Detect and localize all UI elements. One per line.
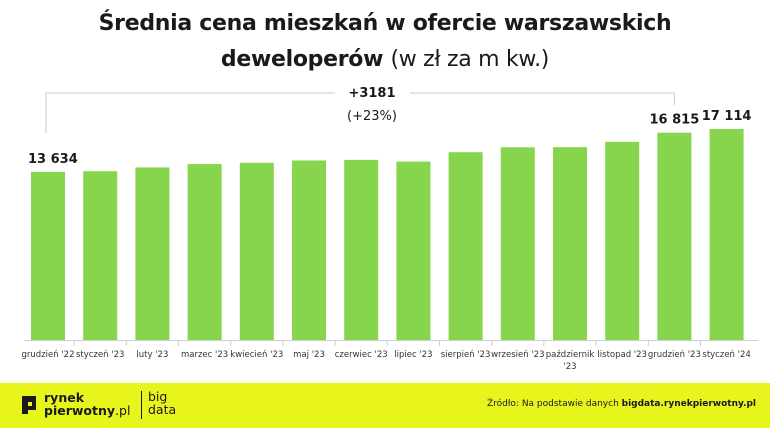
title-line-2: deweloperów (w zł za m kw.)	[0, 42, 770, 78]
x-tick-label-0: grudzień '22	[22, 350, 75, 360]
source-link[interactable]: bigdata.rynekpierwotny.pl	[621, 399, 756, 409]
brand-domain: .pl	[115, 403, 131, 418]
x-tick-label-3: marzec '23	[181, 350, 228, 360]
x-tick-label-12: grudzień '23	[648, 350, 701, 360]
annotation-change: +3181	[348, 86, 395, 101]
bar-11	[605, 141, 640, 340]
title-unit: (w zł za m kw.)	[390, 47, 550, 72]
rynek-logo-icon	[22, 396, 36, 414]
x-tick-label-5: maj '23	[293, 350, 325, 360]
bar-4	[239, 162, 274, 340]
x-tick-label-10: październik	[546, 350, 595, 360]
bar-13	[709, 129, 744, 340]
data-label-12: 16 815	[650, 113, 700, 128]
bar-10	[553, 147, 587, 340]
chart-title: Średnia cena mieszkań w ofercie warszaws…	[0, 6, 770, 78]
footer: rynek pierwotny.pl big data Źródło: Na p…	[0, 383, 770, 428]
x-tick-label-13: styczeń '24	[702, 350, 750, 360]
bar-chart: grudzień '22 13 634 styczeń '23 luty '23 mar…	[22, 86, 758, 372]
x-tick-label-10-line2: '23	[563, 362, 576, 372]
brand-line-1: rynek	[44, 390, 85, 405]
x-tick-label-1: styczeń '23	[76, 350, 124, 360]
bar-5	[292, 160, 326, 340]
bar-0	[31, 171, 65, 340]
bar-6	[344, 159, 379, 340]
annotation-bracket-left	[45, 92, 335, 133]
logo-separator	[141, 391, 142, 419]
title-bold-2: deweloperów	[220, 47, 384, 72]
title-bold-1: Średnia cena mieszkań w ofercie warszaws…	[98, 11, 672, 36]
brand-line-2: pierwotny.pl	[44, 404, 130, 417]
bar-1	[83, 171, 118, 340]
data-label-0: 13 634	[28, 152, 78, 167]
brand-logo: rynek pierwotny.pl	[44, 391, 130, 417]
bar-7	[396, 161, 431, 340]
bar-12	[657, 132, 692, 340]
x-tick-label-11: listopad '23	[597, 350, 647, 360]
brand-bold: pierwotny	[44, 403, 116, 418]
source-note: Źródło: Na podstawie danych bigdata.ryne…	[487, 399, 756, 409]
bigdata-line-2: data	[148, 402, 177, 417]
title-line-1: Średnia cena mieszkań w ofercie warszaws…	[0, 6, 770, 42]
x-tick-label-8: sierpień '23	[441, 350, 491, 360]
x-tick-label-7: lipiec '23	[394, 350, 432, 360]
source-prefix: Źródło: Na podstawie danych	[486, 399, 622, 409]
bar-2	[135, 167, 170, 340]
x-tick-label-9: wrzesień '23	[491, 350, 544, 360]
x-tick-label-4: kwiecień '23	[230, 350, 283, 360]
bigdata-line-1: big	[148, 389, 168, 404]
bigdata-logo: big data	[148, 390, 176, 416]
data-label-13: 17 114	[702, 109, 752, 124]
x-tick-label-6: czerwiec '23	[335, 350, 388, 360]
x-tick-label-2: luty '23	[136, 350, 168, 360]
bar-3	[187, 164, 222, 340]
annotation-bracket-right	[410, 92, 675, 105]
annotation-percent: (+23%)	[347, 109, 397, 124]
bar-9	[500, 147, 535, 340]
bar-8	[448, 152, 483, 340]
